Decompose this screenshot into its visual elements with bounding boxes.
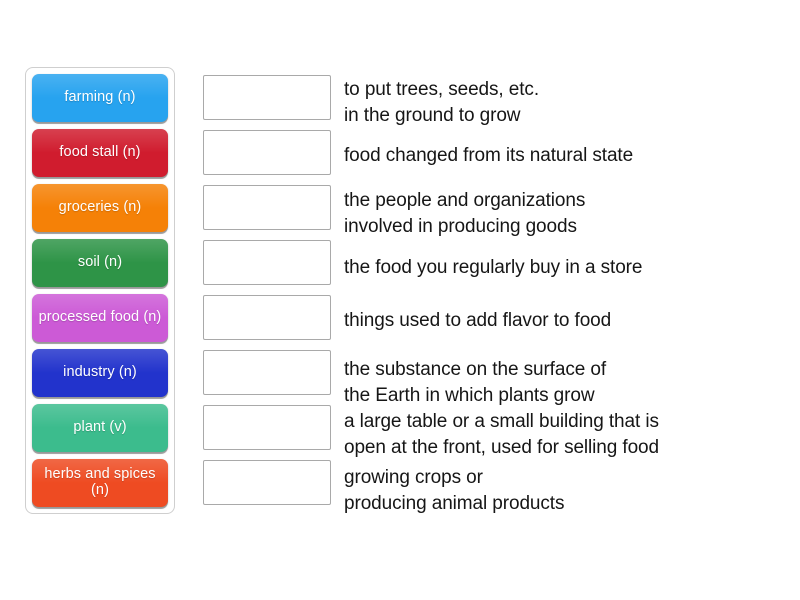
word-tile-herbs-and-spices[interactable]: herbs and spices (n) bbox=[32, 459, 168, 507]
definition-text: the food you regularly buy in a store bbox=[344, 257, 643, 278]
answer-dropbox[interactable] bbox=[203, 240, 331, 285]
word-tile-groceries[interactable]: groceries (n) bbox=[32, 184, 168, 232]
word-tiles-panel: farming (n) food stall (n) groceries (n)… bbox=[25, 67, 175, 514]
word-tile-food-stall[interactable]: food stall (n) bbox=[32, 129, 168, 177]
word-tile-label: food stall (n) bbox=[59, 143, 141, 160]
word-tile-farming[interactable]: farming (n) bbox=[32, 74, 168, 122]
word-tile-label: farming (n) bbox=[64, 88, 136, 105]
word-tile-label: plant (v) bbox=[73, 418, 127, 435]
definition-text: to put trees, seeds, etc. in the ground … bbox=[344, 79, 539, 126]
definition-text: growing crops or producing animal produc… bbox=[344, 467, 565, 514]
word-tile-label: groceries (n) bbox=[58, 198, 142, 215]
answer-dropbox[interactable] bbox=[203, 130, 331, 175]
word-tile-plant[interactable]: plant (v) bbox=[32, 404, 168, 452]
definition-text: the people and organizations involved in… bbox=[344, 190, 586, 237]
word-tile-industry[interactable]: industry (n) bbox=[32, 349, 168, 397]
answer-dropbox[interactable] bbox=[203, 75, 331, 120]
definition-text: food changed from its natural state bbox=[344, 145, 634, 166]
answer-dropbox[interactable] bbox=[203, 295, 331, 340]
definition-text: things used to add flavor to food bbox=[344, 310, 612, 331]
word-tile-label: herbs and spices (n) bbox=[44, 465, 156, 498]
answer-dropbox[interactable] bbox=[203, 460, 331, 505]
word-tile-processed-food[interactable]: processed food (n) bbox=[32, 294, 168, 342]
word-tile-label: processed food (n) bbox=[38, 308, 162, 325]
answer-dropbox[interactable] bbox=[203, 405, 331, 450]
word-tile-label: soil (n) bbox=[77, 253, 123, 270]
definition-text: a large table or a small building that i… bbox=[344, 411, 659, 458]
word-tile-soil[interactable]: soil (n) bbox=[32, 239, 168, 287]
definition-text: the substance on the surface of the Eart… bbox=[344, 359, 607, 406]
answer-dropbox[interactable] bbox=[203, 350, 331, 395]
answer-dropbox[interactable] bbox=[203, 185, 331, 230]
word-tile-label: industry (n) bbox=[63, 363, 137, 380]
